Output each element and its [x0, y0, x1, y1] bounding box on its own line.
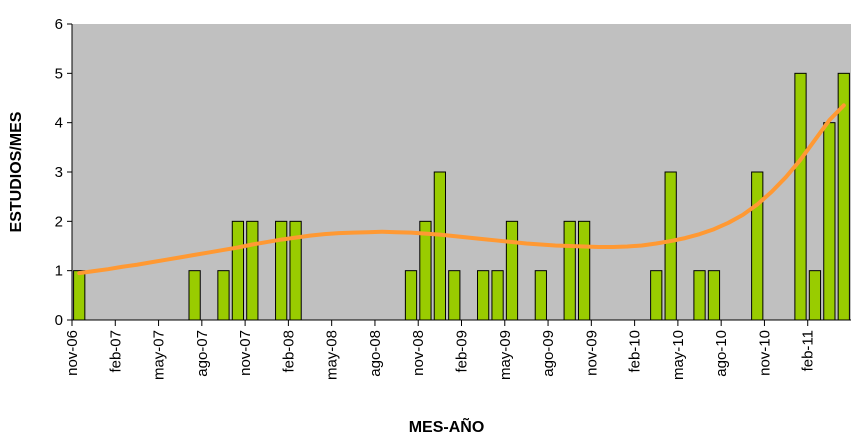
x-tick-label: may-08 — [324, 330, 341, 380]
bar — [217, 270, 230, 321]
bar — [664, 171, 677, 321]
plot-area — [72, 24, 851, 320]
x-tick-label: feb-07 — [107, 330, 124, 373]
x-tick-label: may-07 — [151, 330, 168, 380]
x-tick-label: ago-10 — [713, 330, 730, 377]
x-tick-label: nov-06 — [64, 330, 81, 376]
x-tick-label: may-10 — [670, 330, 687, 380]
bar — [433, 171, 446, 321]
bar — [707, 270, 721, 321]
x-tick-label: nov-09 — [583, 330, 600, 376]
bar — [246, 220, 259, 321]
x-axis-title: MES-AÑO — [409, 416, 485, 436]
y-axis-title: ESTUDIOS/MES — [8, 111, 25, 232]
x-tick-label: feb-10 — [627, 330, 644, 373]
bar — [477, 270, 490, 321]
y-tick-label: 2 — [55, 213, 63, 230]
bar — [73, 270, 86, 321]
x-tick-label: feb-11 — [800, 330, 817, 371]
y-tick-label: 6 — [55, 16, 63, 33]
x-tick-label: feb-09 — [454, 330, 471, 373]
x-tick-label: may-09 — [497, 330, 514, 380]
x-tick-label: nov-10 — [756, 330, 773, 376]
bar — [693, 270, 706, 321]
bar — [794, 72, 807, 321]
x-tick-label: ago-08 — [367, 330, 384, 377]
bar — [751, 171, 764, 321]
y-tick-label: 1 — [55, 263, 63, 280]
bar — [505, 220, 519, 321]
x-tick-label: nov-08 — [410, 330, 427, 376]
bar — [448, 270, 461, 321]
bar — [808, 270, 822, 321]
bar — [650, 270, 663, 321]
y-axis-ticks: 0 1 2 3 4 5 6 — [55, 16, 72, 329]
x-tick-label: ago-07 — [194, 330, 211, 377]
bar — [404, 270, 418, 321]
bar — [577, 220, 591, 321]
x-tick-label: ago-09 — [540, 330, 557, 377]
trend-line — [77, 103, 846, 276]
y-tick-label: 4 — [55, 115, 63, 132]
y-tick-label: 0 — [55, 312, 63, 329]
x-axis-ticks: nov-06 feb-07 may-07 ago-07 nov-07 feb-08 may-… — [64, 320, 817, 380]
bar — [563, 220, 576, 321]
bar — [823, 122, 836, 321]
bar — [231, 220, 245, 321]
bar — [188, 270, 201, 321]
x-tick-label: nov-07 — [237, 330, 254, 376]
x-tick-label: feb-08 — [280, 330, 297, 373]
bar — [534, 270, 547, 321]
y-tick-label: 3 — [55, 164, 63, 181]
y-tick-label: 5 — [55, 65, 63, 82]
bar — [419, 220, 432, 321]
bar — [491, 270, 504, 321]
bar — [275, 220, 288, 321]
